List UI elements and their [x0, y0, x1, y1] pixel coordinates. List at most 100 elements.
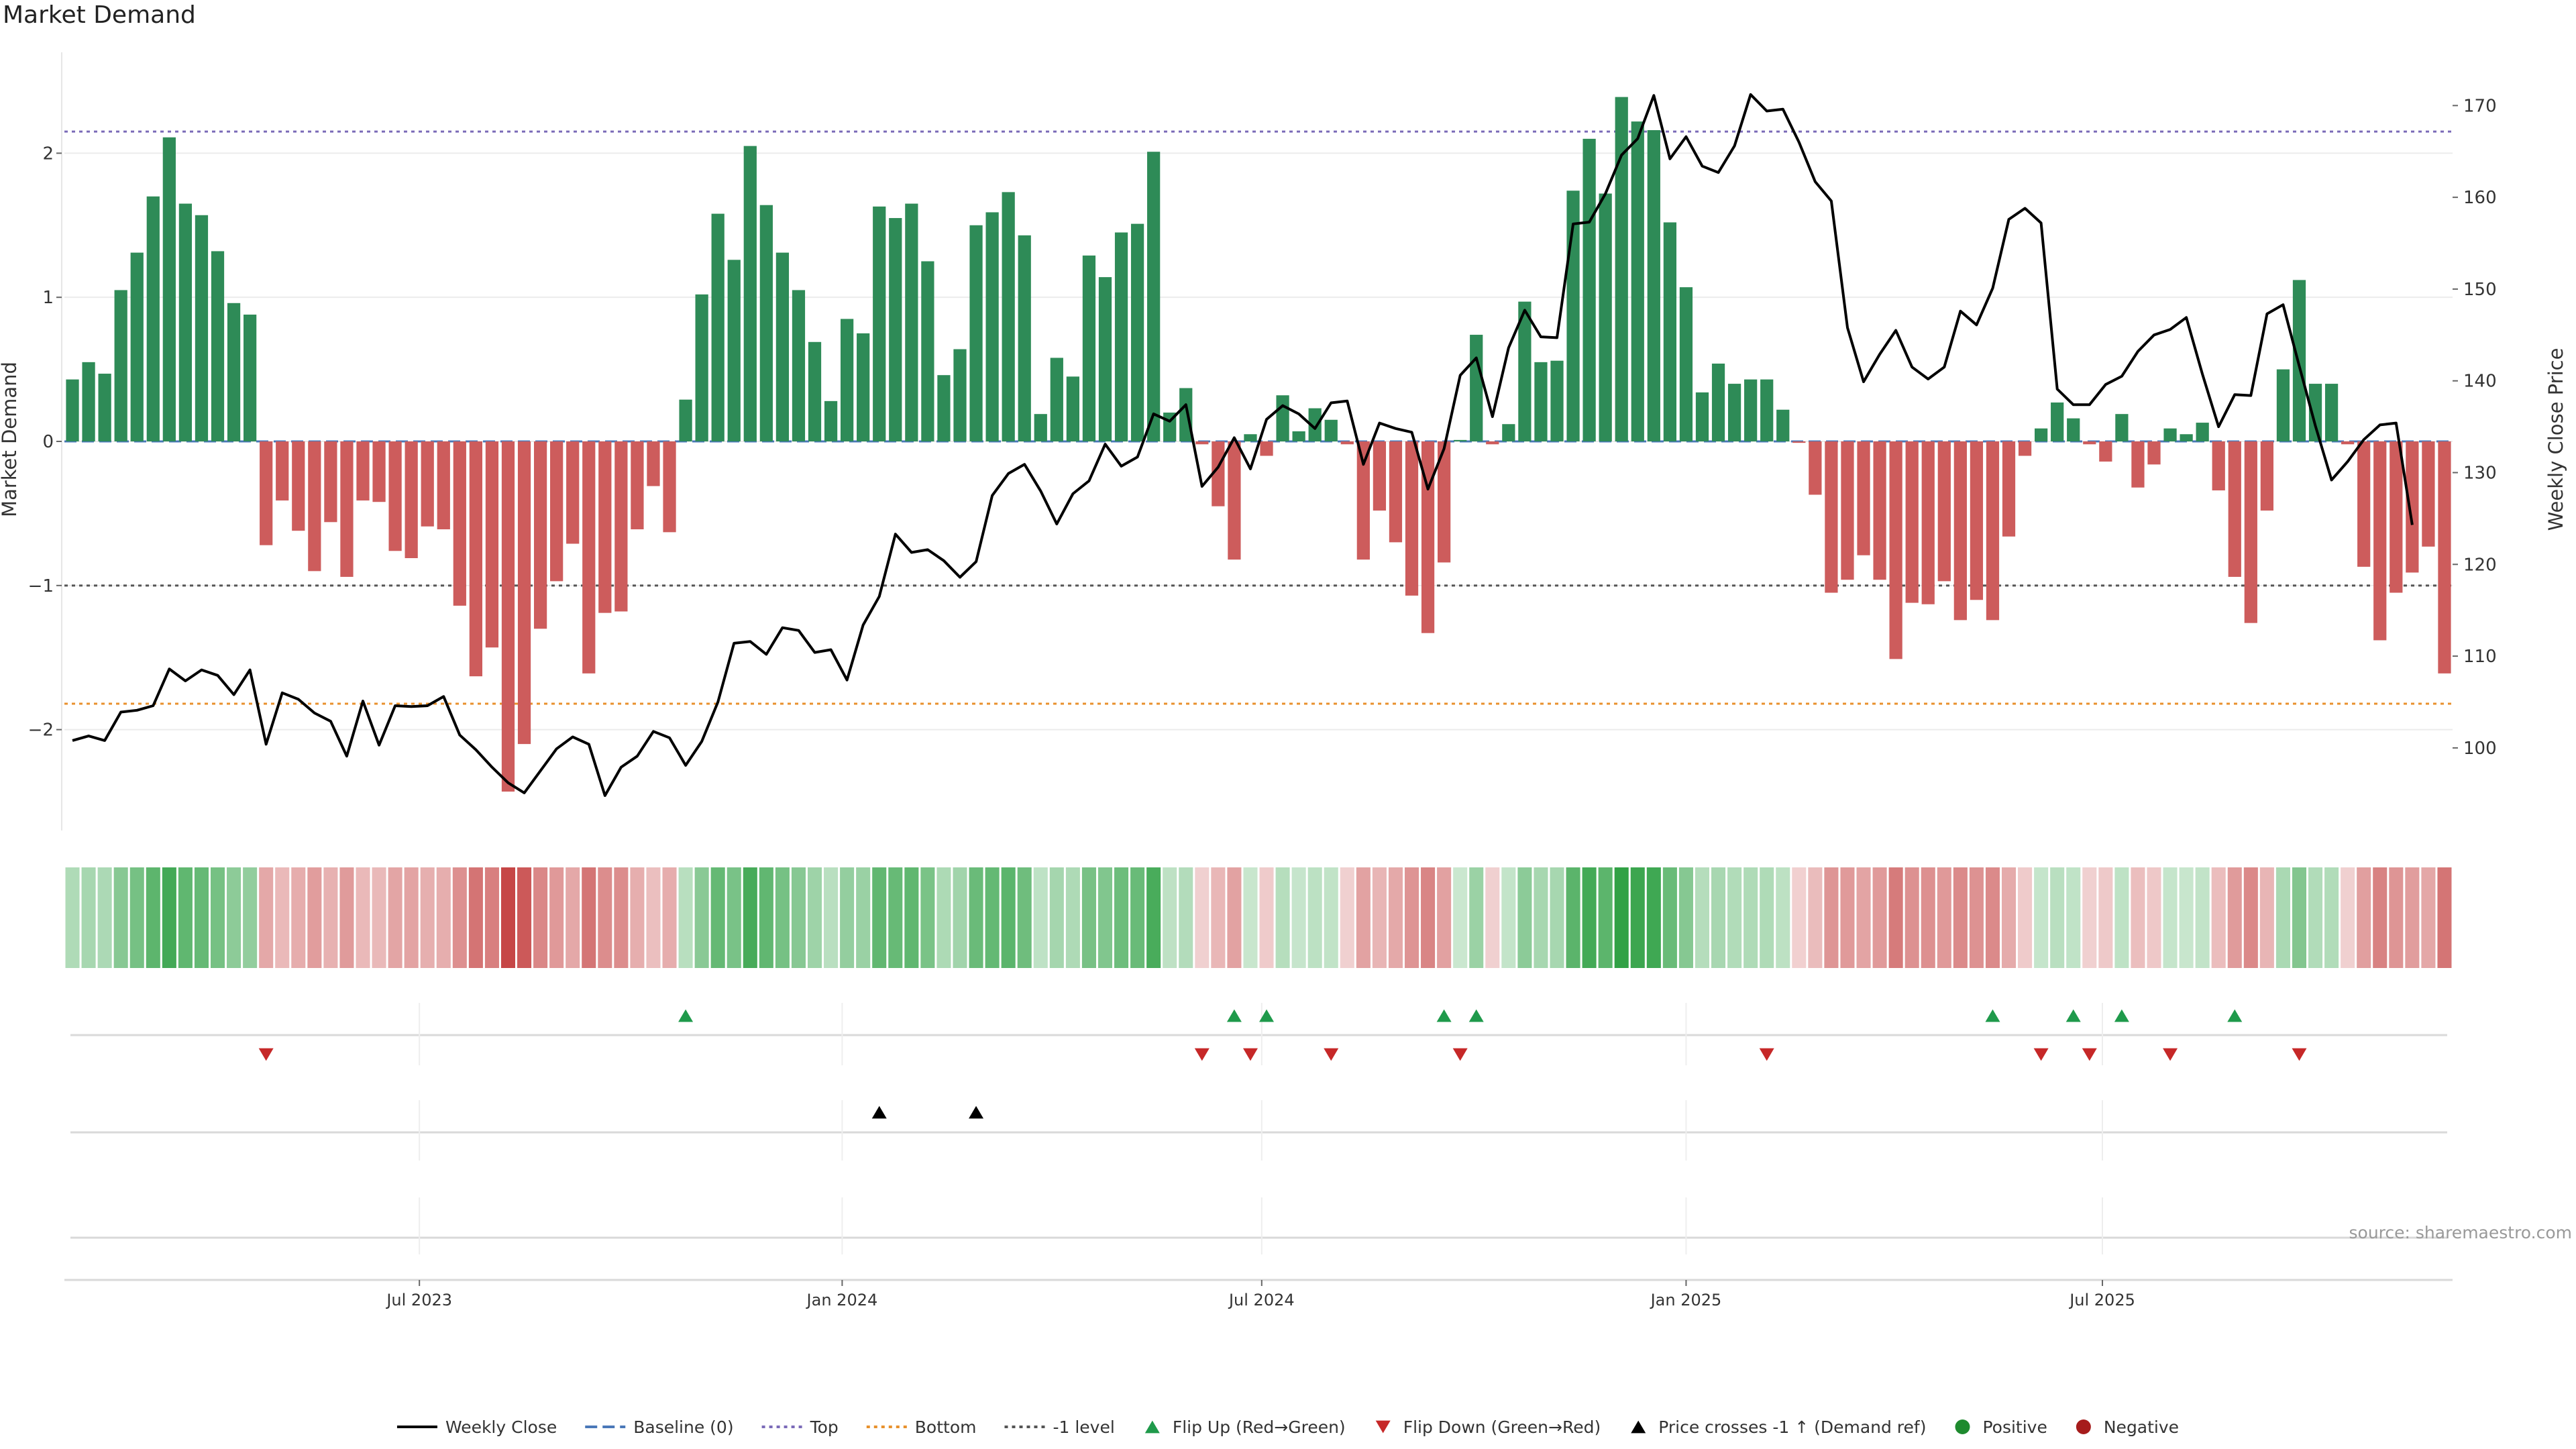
- x-tick-label: Jul 2024: [1228, 1291, 1295, 1309]
- flip-down-marker: [1194, 1048, 1210, 1061]
- legend-swatch: [1144, 1420, 1160, 1434]
- heat-strip-cell: [2131, 867, 2145, 968]
- heat-strip-cell: [2211, 867, 2226, 968]
- demand-bar: [2308, 384, 2322, 441]
- demand-bar: [2018, 441, 2032, 456]
- demand-bar: [1018, 235, 1031, 441]
- heat-strip-cell: [1097, 867, 1113, 968]
- heat-strip-cell: [194, 867, 209, 968]
- y2-tick-label: 140: [2463, 372, 2497, 392]
- heat-strip-cell: [129, 867, 144, 968]
- heat-strip-cell: [1033, 867, 1048, 968]
- demand-bar: [1356, 441, 1370, 560]
- demand-bar: [1615, 97, 1628, 441]
- heat-strip-cell: [694, 867, 709, 968]
- heat-strip-cell: [1646, 867, 1661, 968]
- legend-item-flip-up: Flip Up (Red→Green): [1144, 1417, 1346, 1437]
- demand-bar: [2324, 384, 2339, 441]
- heat-strip-cell: [1582, 867, 1597, 968]
- heat-strip-cell: [2114, 867, 2129, 968]
- legend-item-bottom: Bottom: [866, 1417, 976, 1437]
- demand-bar: [953, 349, 967, 441]
- heat-strip-cell: [840, 867, 855, 968]
- heat-strip-cell: [1566, 867, 1580, 968]
- flip-down-marker: [2082, 1048, 2097, 1061]
- demand-bar: [162, 137, 176, 442]
- heat-strip-cell: [1372, 867, 1387, 968]
- demand-bar: [1324, 419, 1338, 441]
- heat-strip-cell: [1743, 867, 1758, 968]
- heat-strip-cell: [2421, 867, 2436, 968]
- y-tick-label: 2: [42, 144, 54, 164]
- heat-strip-cell: [484, 867, 499, 968]
- heat-strip-cell: [1195, 867, 1210, 968]
- heat-strip-cell: [2243, 867, 2258, 968]
- heat-strip-cell: [1049, 867, 1064, 968]
- demand-bar: [260, 441, 273, 545]
- demand-bar: [1986, 441, 2000, 621]
- heat-strip-cell: [259, 867, 274, 968]
- heat-strip-cell: [1872, 867, 1887, 968]
- demand-bar: [1212, 441, 1225, 506]
- heat-strip-cell: [323, 867, 338, 968]
- demand-bar: [308, 441, 321, 572]
- heat-strip-cell: [2275, 867, 2290, 968]
- heat-strip-cell: [356, 867, 370, 968]
- y2-tick-label: 160: [2463, 188, 2497, 208]
- heat-strip-cell: [582, 867, 596, 968]
- demand-bar: [1389, 441, 1403, 543]
- demand-bar: [1454, 439, 1467, 441]
- flip-up-marker: [1259, 1009, 1275, 1022]
- demand-bar: [388, 441, 402, 551]
- demand-bar: [792, 290, 806, 441]
- heat-strip-cell: [920, 867, 935, 968]
- demand-bar: [1647, 130, 1660, 441]
- heat-strip-cell: [1904, 867, 1919, 968]
- heat-strip-cell: [1808, 867, 1823, 968]
- heat-strip-cell: [388, 867, 402, 968]
- demand-bar: [421, 441, 434, 527]
- heat-strip-cell: [791, 867, 806, 968]
- demand-bar: [1050, 358, 1063, 441]
- heat-strip-cell: [162, 867, 176, 968]
- demand-bar: [195, 215, 209, 441]
- legend-label: Weekly Close: [445, 1417, 557, 1437]
- demand-bar: [469, 441, 482, 677]
- heat-strip-cell: [2001, 867, 2017, 968]
- demand-bar: [533, 441, 547, 629]
- y-tick-label: 1: [42, 288, 54, 308]
- y-tick-label: 0: [42, 432, 54, 452]
- demand-bar: [969, 225, 983, 441]
- x-tick-label: Jul 2023: [385, 1291, 452, 1309]
- flip-down-marker: [1324, 1048, 1339, 1061]
- heat-strip-cell: [436, 867, 451, 968]
- flip-up-marker: [2227, 1009, 2243, 1022]
- demand-bar: [2422, 441, 2435, 547]
- heat-strip-cell: [1760, 867, 1774, 968]
- demand-bar: [2390, 441, 2403, 593]
- legend-swatch: [1631, 1420, 1646, 1434]
- heat-strip-cell: [1163, 867, 1177, 968]
- demand-bar: [1195, 441, 1209, 445]
- heat-strip-cell: [2389, 867, 2404, 968]
- demand-bar: [227, 303, 241, 441]
- heat-strip-cell: [533, 867, 548, 968]
- y2-tick-label: 120: [2463, 555, 2497, 575]
- demand-bar: [1308, 408, 1322, 441]
- heat-strip-cell: [339, 867, 354, 968]
- x-tick-label: Jul 2025: [2068, 1291, 2135, 1309]
- demand-bar: [905, 203, 918, 441]
- heat-strip-cell: [2179, 867, 2194, 968]
- y2-tick-label: 110: [2463, 647, 2497, 667]
- demand-bar: [2373, 441, 2387, 641]
- price-cross-marker: [969, 1106, 984, 1119]
- heat-strip-cell: [210, 867, 225, 968]
- heat-strip-cell: [710, 867, 725, 968]
- legend-swatch: [1955, 1419, 1970, 1434]
- heat-strip-cell: [1146, 867, 1161, 968]
- heat-strip-cell: [1534, 867, 1548, 968]
- heat-strip-cell: [65, 867, 80, 968]
- heat-strip-cell: [500, 867, 516, 968]
- heat-strip-cell: [1824, 867, 1839, 968]
